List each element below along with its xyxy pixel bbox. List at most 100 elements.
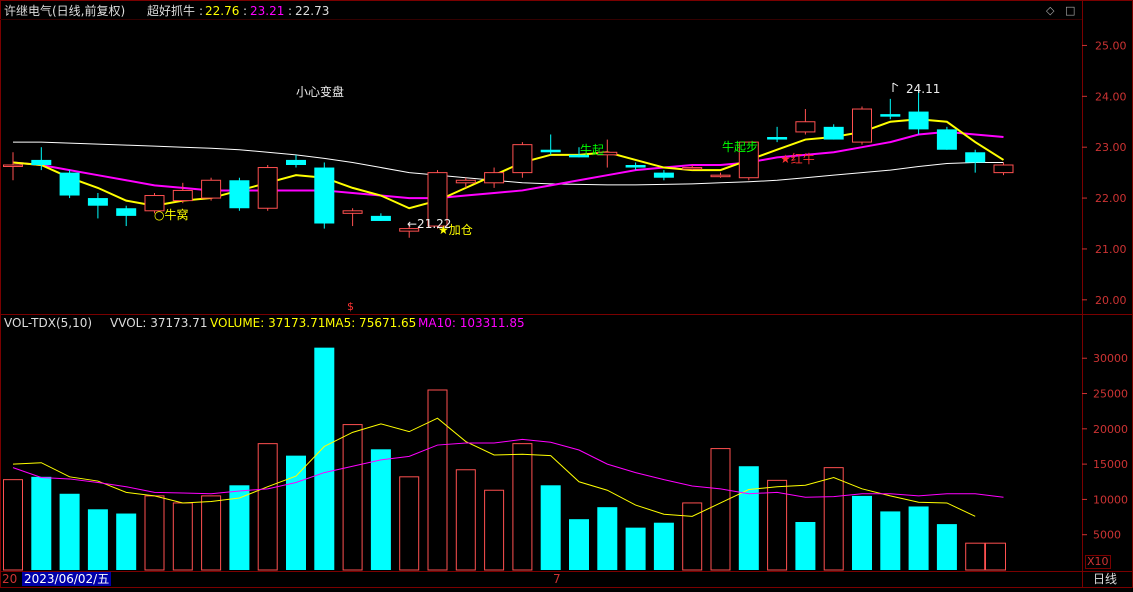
hongniu-signal: ★红牛: [780, 152, 815, 166]
candle-body-down: [653, 172, 674, 178]
price-tick-label: 20.00: [1095, 294, 1127, 307]
candle-body-up: [852, 108, 872, 143]
candle-body-up: [257, 167, 278, 209]
niuqibu-signal: 牛起步: [722, 140, 759, 154]
caution-annotation: 小心变盘: [296, 85, 345, 99]
candle-body-up: [738, 141, 759, 179]
month-tick: 7: [553, 572, 561, 586]
volume-bar-down: [795, 522, 816, 570]
indicator-value-2: 23.21: [250, 4, 285, 18]
volume-bar-up: [484, 489, 505, 571]
candle-body-down: [286, 159, 306, 165]
niuwo-signal: ○牛窝: [154, 208, 189, 222]
year-prefix: 20: [2, 572, 18, 586]
candle-body-up: [172, 189, 193, 202]
candle-body-down: [625, 165, 646, 168]
volume-bar-up: [512, 443, 533, 571]
niuqi-signal: 牛起: [580, 143, 605, 157]
candle-body-down: [767, 137, 788, 140]
volume-bar-up: [257, 443, 278, 571]
candle-body-up: [427, 172, 448, 227]
header-sep-3: :: [288, 4, 293, 18]
volume-bar-up: [342, 424, 363, 571]
volume-indicator-label: VOL-TDX(5,10): [4, 316, 93, 330]
volume-bar-up: [767, 479, 788, 571]
volume-bar-down: [540, 485, 561, 570]
indicator-name: 超好抓牛: [147, 4, 196, 18]
price-tick-label: 22.00: [1095, 192, 1127, 205]
volume-bar-down: [597, 507, 618, 570]
candle-body-up: [144, 195, 165, 212]
candle-body-down: [116, 208, 137, 216]
header-sep-1: :: [199, 4, 204, 18]
volume-bar-down: [625, 527, 646, 570]
candle-body-down: [59, 172, 80, 196]
price-tick-label: 23.00: [1095, 141, 1127, 154]
volume-tick-label: 15000: [1093, 458, 1128, 471]
volume-bar-up: [823, 467, 844, 571]
volume-bar-down: [59, 493, 80, 570]
volume-bar-down: [936, 524, 957, 570]
price-tick-label: 24.00: [1095, 90, 1127, 103]
candle-body-up: [484, 172, 505, 184]
candle-body-up: [455, 179, 476, 184]
volume-bar-down: [314, 347, 335, 570]
candle-body-up: [3, 164, 23, 167]
volume-bar-down: [569, 519, 589, 570]
stock-title: 许继电气(日线,前复权): [4, 4, 126, 18]
header-sep-2: :: [243, 4, 248, 18]
volume-ma5-line: [12, 417, 976, 517]
volume-bar-up: [172, 502, 193, 571]
candle-body-up: [993, 164, 1014, 174]
candle-body-up: [512, 144, 533, 174]
s-marker: $: [347, 300, 354, 313]
volume-tick-label: 25000: [1093, 388, 1128, 401]
diamond-icon[interactable]: ◇: [1046, 4, 1055, 17]
volume-bar-down: [852, 495, 872, 570]
volume-bar-down: [87, 509, 108, 570]
volume-multiplier: X10: [1085, 555, 1111, 569]
volume-tick-label: 30000: [1093, 352, 1128, 365]
candle-body-down: [936, 129, 957, 150]
volume-bar-up: [965, 542, 986, 571]
volume-bar-up: [710, 448, 731, 571]
candle-body-down: [965, 152, 986, 163]
candle-body-down: [908, 111, 929, 130]
volume-bar-up: [399, 476, 420, 571]
volume-bar-down: [116, 513, 137, 570]
period-label[interactable]: 日线: [1093, 572, 1118, 586]
volume-bar-down: [286, 455, 306, 570]
volume-ma10-line: [12, 438, 1004, 498]
volume-bar-up: [201, 495, 222, 571]
volume-value: VOLUME: 37173.71: [210, 316, 326, 330]
volume-tick-label: 20000: [1093, 423, 1128, 436]
candle-body-down: [370, 215, 391, 221]
current-date-label: 2023/06/02/五: [22, 572, 112, 586]
candle-body-up: [201, 179, 222, 199]
volume-bar-up: [455, 469, 476, 571]
volume-tick-label: 5000: [1093, 529, 1121, 542]
volume-bar-today: [985, 542, 1006, 571]
price-tick-label: 25.00: [1095, 39, 1127, 52]
volume-tick-label: 10000: [1093, 493, 1128, 506]
candle-body-up: [597, 151, 618, 156]
maximize-icon[interactable]: □: [1065, 4, 1076, 17]
candle-body-up: [682, 167, 703, 170]
candle-body-down: [31, 159, 52, 165]
low-price-label: ←21.22: [407, 217, 452, 231]
jiacang-signal: ★加仓: [438, 223, 473, 237]
ma-long-line: [13, 141, 1004, 186]
candle-body-up: [399, 228, 420, 232]
price-tick-label: 21.00: [1095, 243, 1127, 256]
candle-body-down: [880, 114, 901, 117]
volume-bar-down: [880, 511, 901, 570]
candle-body-down: [314, 167, 335, 224]
ma-mid-line: [12, 130, 1004, 200]
volume-ma10: MA10: 103311.85: [418, 316, 525, 330]
volume-bar-down: [653, 522, 674, 570]
candle-body-up: [342, 210, 363, 214]
volume-bar-down: [229, 485, 250, 570]
volume-ma5: MA5: 75671.65: [325, 316, 417, 330]
